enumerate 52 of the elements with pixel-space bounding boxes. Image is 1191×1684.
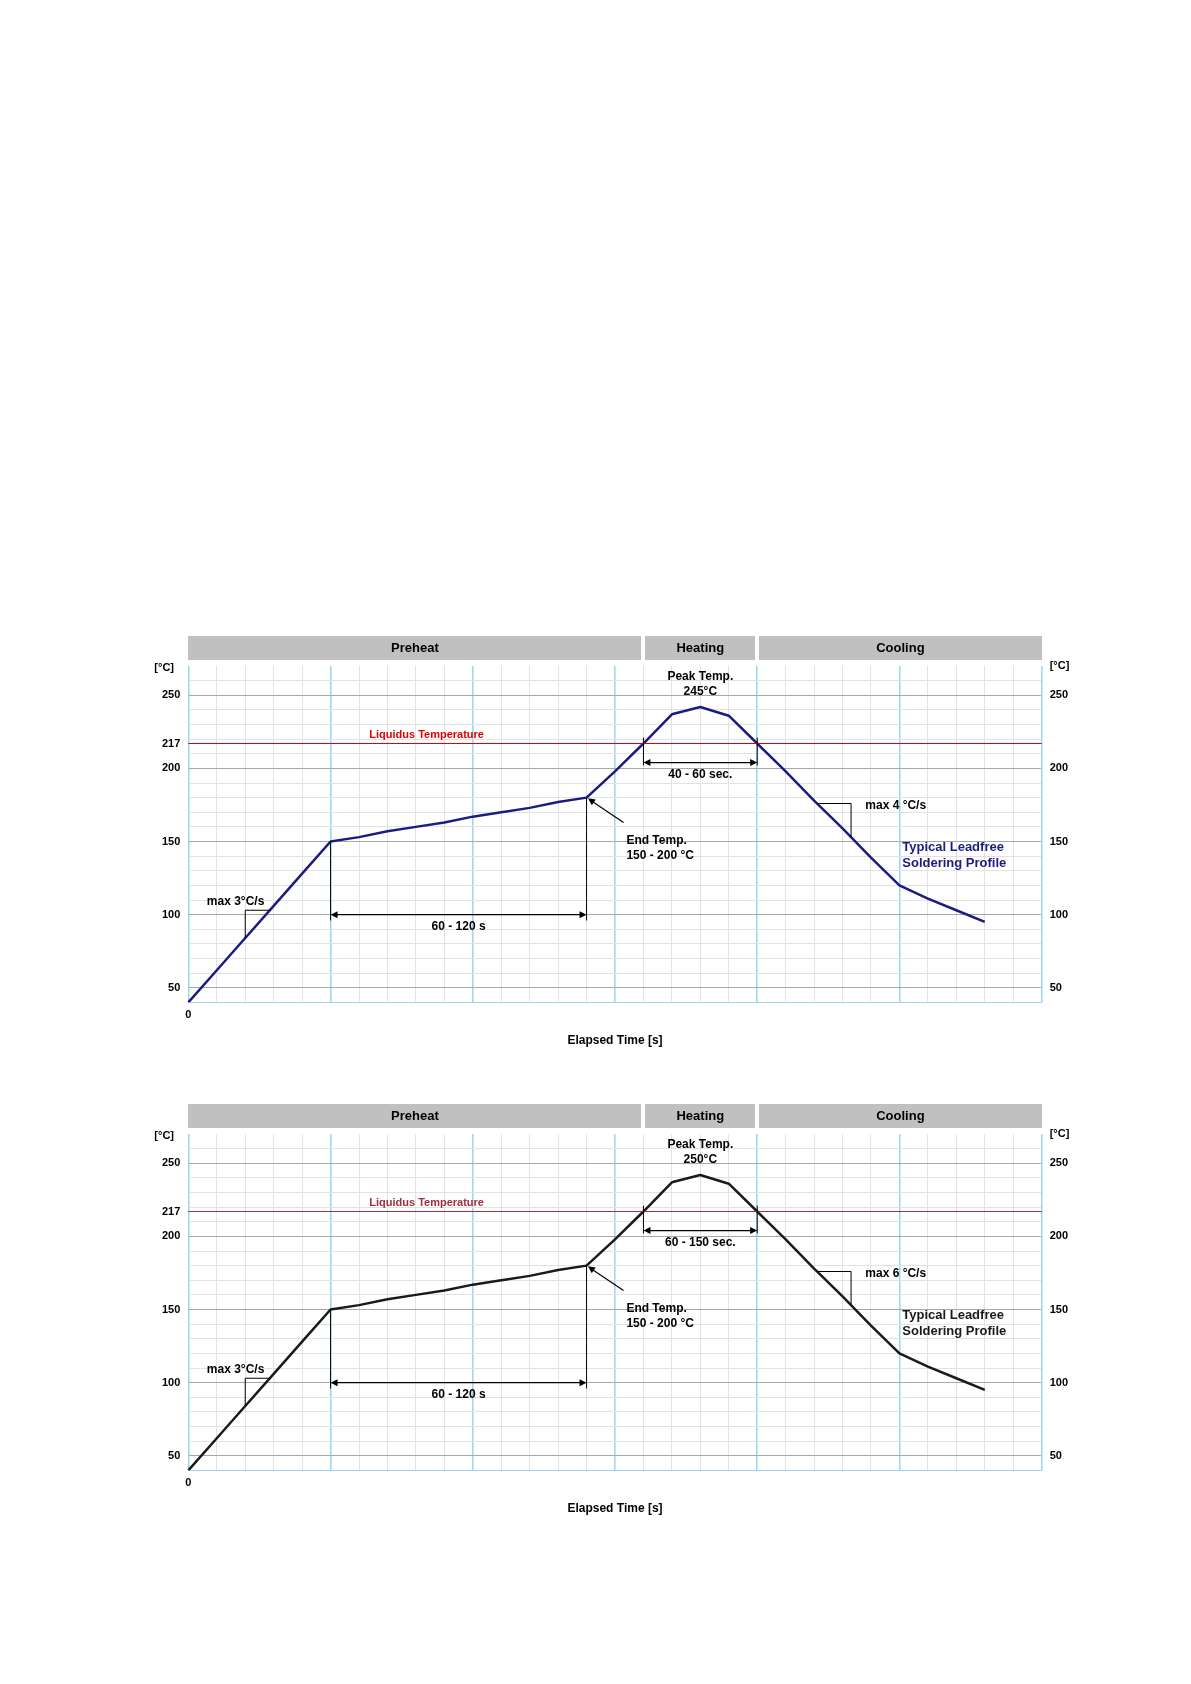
ref-line-label: Liquidus Temperature xyxy=(369,728,484,741)
x-axis-title: Elapsed Time [s] xyxy=(567,1501,663,1516)
annotation: End Temp. 150 - 200 °C xyxy=(626,1300,694,1331)
y-tick-label: 217 xyxy=(161,736,181,749)
y2-tick-label: 200 xyxy=(1049,761,1069,774)
text: Heating xyxy=(645,1104,756,1128)
x-axis-title: Elapsed Time [s] xyxy=(567,1033,663,1048)
y2-tick-label: 250 xyxy=(1049,1156,1069,1169)
text: Cooling xyxy=(759,636,1042,660)
y-tick-label: 250 xyxy=(161,1156,181,1169)
y2-tick-label: 50 xyxy=(1049,1448,1062,1461)
y2-tick-label: 150 xyxy=(1049,834,1069,847)
y2-tick-label: 100 xyxy=(1049,907,1069,920)
annotation: Peak Temp. 250°C xyxy=(667,1136,734,1167)
y-tick-label: 217 xyxy=(161,1204,181,1217)
y2-tick-label: 150 xyxy=(1049,1302,1069,1315)
series-label: Typical Leadfree Soldering Profile xyxy=(902,838,1008,871)
y2-axis-title: [°C] xyxy=(1049,658,1070,673)
text: Cooling xyxy=(759,1104,1042,1128)
annotation: 40 - 60 sec. xyxy=(668,766,733,782)
y-tick-label: 100 xyxy=(161,1375,181,1388)
annotation: Peak Temp. 245°C xyxy=(667,668,734,699)
annotation: 60 - 120 s xyxy=(431,1387,486,1403)
y2-tick-label: 100 xyxy=(1049,1375,1069,1388)
y-axis-title: [°C] xyxy=(154,1128,175,1143)
y2-tick-label: 200 xyxy=(1049,1229,1069,1242)
y-axis-title: [°C] xyxy=(154,660,175,675)
y-tick-label: 100 xyxy=(161,907,181,920)
annotation: 60 - 150 sec. xyxy=(664,1234,736,1250)
annotation: max 3°C/s xyxy=(206,894,265,910)
y2-axis-title: [°C] xyxy=(1049,1126,1070,1141)
y-tick-label: 150 xyxy=(161,834,181,847)
y-tick-label: 250 xyxy=(161,688,181,701)
annotation: max 4 °C/s xyxy=(865,797,927,813)
text: Preheat xyxy=(188,636,642,660)
x-tick-label: 0 xyxy=(185,1008,192,1021)
series-label: Typical Leadfree Soldering Profile xyxy=(902,1306,1008,1339)
y2-tick-label: 50 xyxy=(1049,980,1062,993)
y-tick-label: 50 xyxy=(168,1448,181,1461)
annotation: 60 - 120 s xyxy=(431,919,486,935)
y-tick-label: 50 xyxy=(168,980,181,993)
y-tick-label: 200 xyxy=(161,1229,181,1242)
text: Heating xyxy=(645,636,756,660)
y-tick-label: 200 xyxy=(161,761,181,774)
annotation: End Temp. 150 - 200 °C xyxy=(626,832,694,863)
ref-line-label: Liquidus Temperature xyxy=(369,1196,484,1209)
y2-tick-label: 250 xyxy=(1049,688,1069,701)
text: Preheat xyxy=(188,1104,642,1128)
y-tick-label: 150 xyxy=(161,1302,181,1315)
x-tick-label: 0 xyxy=(185,1476,192,1489)
annotation: max 6 °C/s xyxy=(865,1265,927,1281)
annotation: max 3°C/s xyxy=(206,1362,265,1378)
